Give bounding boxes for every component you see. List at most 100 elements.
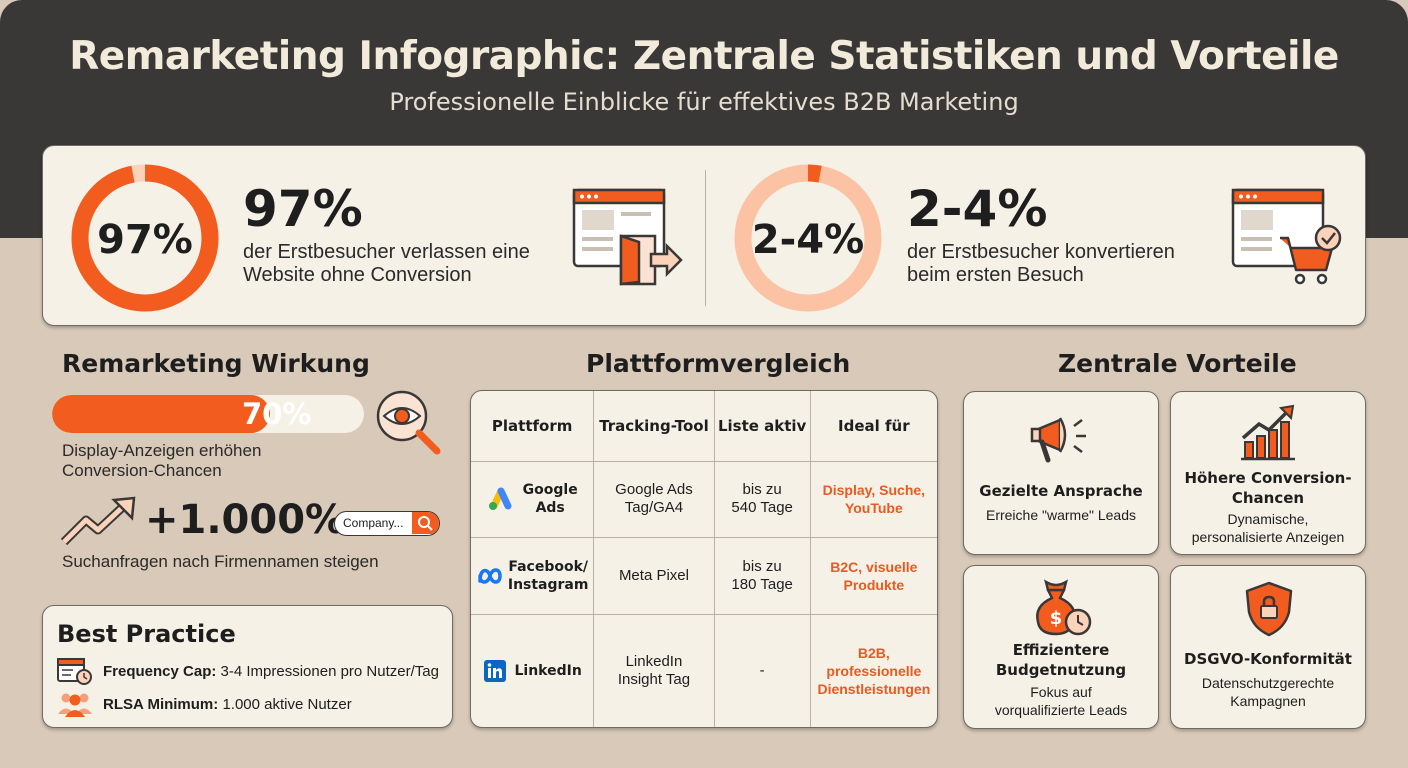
platform-name-line: Google	[522, 482, 578, 499]
growth-chart-icon	[1241, 404, 1295, 461]
page-subtitle: Professionelle Einblicke für effektives …	[389, 88, 1019, 116]
stat-ring-97	[71, 164, 219, 312]
benefit-card: Gezielte Ansprache Erreiche "warme" Lead…	[963, 391, 1159, 555]
table-cell-list: bis zu 180 Tage	[713, 537, 811, 615]
benefit-description: Erreiche "warme" Leads	[985, 507, 1136, 523]
platform-name-line: Instagram	[507, 576, 589, 593]
cell-line: Produkte	[843, 576, 905, 593]
benefit-card: $ Effizientere Budgetnutzung Fokus auf v…	[963, 565, 1159, 729]
table-row: LinkedIn LinkedIn Insight Tag - B2B, profe…	[471, 613, 937, 727]
best-practice-item: Frequency Cap: 3-4 Impressionen pro Nutz…	[103, 663, 439, 680]
cell-line: Tag/GA4	[624, 499, 684, 517]
cell-line: professionelle	[826, 662, 922, 679]
best-practice-label: RLSA Minimum:	[103, 696, 219, 713]
stat-description: der Erstbesucher verlassen eine Website …	[243, 241, 530, 287]
table-row: Facebook/ Instagram Meta Pixel bis zu 180…	[471, 537, 937, 615]
meta-icon	[478, 568, 502, 584]
benefit-card: DSGVO-Konformität Datenschutzgerechte Ka…	[1170, 565, 1366, 729]
cell-line: Google Ads	[615, 481, 693, 499]
stat-value: 97%	[243, 180, 363, 238]
best-practice-text: 3-4 Impressionen pro Nutzer/Tag	[220, 663, 439, 680]
cell-line: bis zu	[742, 557, 782, 575]
browser-exit-icon	[572, 188, 683, 286]
best-practice-item: RLSA Minimum: 1.000 aktive Nutzer	[103, 696, 352, 713]
eye-magnifier-icon	[376, 390, 441, 455]
table-header: Ideal für	[809, 391, 937, 462]
megaphone-icon	[1030, 417, 1086, 463]
stat-value: 2-4%	[907, 180, 1048, 238]
stat-ring-label: 97%	[97, 217, 193, 263]
stat-description-line: Website ohne Conversion	[243, 264, 472, 286]
cell-line: YouTube	[844, 500, 903, 517]
progress-description-line: Conversion-Chancen	[62, 461, 222, 480]
search-icon	[418, 516, 433, 531]
cell-line: LinkedIn	[625, 652, 683, 670]
cell-line: 180 Tage	[731, 575, 793, 593]
stat-description-line: beim ersten Besuch	[907, 264, 1084, 286]
table-cell-tool: Google Ads Tag/GA4	[593, 460, 715, 539]
table-header: Tracking-Tool	[593, 391, 715, 462]
cell-line: bis zu	[742, 481, 782, 499]
section-title-benefits: Zentrale Vorteile	[1058, 349, 1297, 378]
svg-text:$: $	[1050, 608, 1063, 629]
benefit-title: DSGVO-Konformität	[1184, 650, 1352, 668]
table-header-row: Plattform Tracking-Tool Liste aktiv Idea…	[471, 391, 937, 462]
stats-panel: 97% 97% der Erstbesucher verlassen eine …	[42, 145, 1366, 326]
platform-name-line: Facebook/	[508, 558, 588, 575]
growth-value: +1.000%	[145, 497, 346, 543]
platform-name-line: Ads	[535, 500, 565, 517]
stat-ring-fill	[734, 164, 882, 312]
stat-ring-fill	[71, 164, 219, 312]
best-practice-panel: Best Practice Frequency Cap: 3-4 Impress…	[42, 605, 453, 728]
section-title-platform: Plattformvergleich	[586, 349, 851, 378]
best-practice-label: Frequency Cap:	[103, 663, 217, 680]
table-cell-list: -	[713, 613, 811, 727]
growth-description: Suchanfragen nach Firmennamen steigen	[62, 552, 379, 571]
platform-name-line: LinkedIn	[514, 662, 582, 679]
shield-lock-icon	[1245, 581, 1293, 637]
calendar-clock-icon	[57, 658, 92, 685]
best-practice-title: Best Practice	[57, 620, 236, 648]
cell-line: Insight Tag	[617, 670, 691, 688]
google-ads-icon	[488, 487, 512, 511]
benefit-title: Effizientere Budgetnutzung	[995, 641, 1127, 679]
table-row: Google Ads Google Ads Tag/GA4 bis zu 540 T…	[471, 460, 937, 539]
browser-cart-icon	[1231, 188, 1342, 285]
stat-description-line: der Erstbesucher konvertieren	[907, 241, 1175, 263]
benefit-card: Höhere Conversion- Chancen Dynamische, p…	[1170, 391, 1366, 555]
table-cell-ideal: B2B, professionelle Dienstleistungen	[809, 613, 937, 727]
linkedin-icon	[483, 659, 506, 682]
divider	[705, 170, 706, 306]
stat-description-line: der Erstbesucher verlassen eine	[243, 241, 530, 263]
trend-up-icon	[60, 496, 136, 546]
table-cell-platform: Google Ads	[471, 460, 595, 539]
section-title-wirkung: Remarketing Wirkung	[62, 349, 370, 378]
table-cell-ideal: B2C, visuelle Produkte	[809, 537, 937, 615]
cell-line: Display, Suche,	[822, 482, 926, 499]
progress-description-line: Display-Anzeigen erhöhen	[62, 441, 262, 460]
page-title: Remarketing Infographic: Zentrale Statis…	[69, 34, 1339, 79]
cell-line: -	[759, 661, 765, 679]
benefit-title: Höhere Conversion- Chancen	[1184, 469, 1352, 507]
table-cell-platform: Facebook/ Instagram	[471, 537, 595, 615]
stat-description: der Erstbesucher konvertieren beim erste…	[907, 241, 1175, 287]
benefit-description: Fokus auf vorqualifizierte Leads	[994, 684, 1128, 718]
cell-line: 540 Tage	[731, 499, 793, 517]
best-practice-text: 1.000 aktive Nutzer	[222, 696, 352, 713]
table-header: Liste aktiv	[713, 391, 811, 462]
stat-ring-2-4	[734, 164, 882, 312]
stat-ring-label: 2-4%	[751, 217, 865, 263]
users-icon	[58, 693, 92, 717]
table-header: Plattform	[471, 391, 595, 462]
table-cell-tool: LinkedIn Insight Tag	[593, 613, 715, 727]
table-cell-ideal: Display, Suche, YouTube	[809, 460, 937, 539]
cell-line: Dienstleistungen	[817, 680, 931, 697]
progress-description: Display-Anzeigen erhöhen Conversion-Chan…	[62, 441, 261, 481]
table-cell-platform: LinkedIn	[471, 613, 595, 727]
cell-line: B2C, visuelle	[830, 558, 918, 575]
cell-line: B2B,	[857, 644, 890, 661]
progress-bar: 70%	[52, 395, 364, 433]
money-bag-clock-icon: $	[1036, 579, 1092, 636]
platform-table: Plattform Tracking-Tool Liste aktiv Idea…	[470, 390, 938, 728]
benefit-description: Datenschutzgerechte Kampagnen	[1201, 675, 1335, 709]
